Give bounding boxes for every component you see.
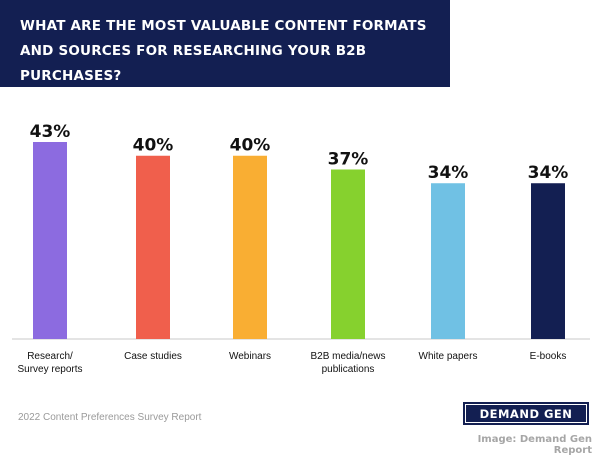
chart-title: WHAT ARE THE MOST VALUABLE CONTENT FORMA… xyxy=(20,18,427,84)
category-label-1-0: Case studies xyxy=(124,351,182,362)
value-label-4: 34% xyxy=(428,163,469,183)
value-label-2: 40% xyxy=(230,136,271,156)
category-label-2-0: Webinars xyxy=(229,351,271,362)
bar-0 xyxy=(33,142,67,339)
source-note: 2022 Content Preferences Survey Report xyxy=(18,412,202,423)
demand-gen-logo: DEMAND GEN xyxy=(463,402,589,425)
category-label-3-0: B2B media/news xyxy=(310,351,385,362)
bar-4 xyxy=(431,183,465,339)
value-label-5: 34% xyxy=(528,163,569,183)
image-credit: Image: Demand Gen Report xyxy=(477,434,592,456)
category-label-5-0: E-books xyxy=(530,351,567,362)
category-label-0-1: Survey reports xyxy=(17,364,82,375)
value-label-1: 40% xyxy=(133,136,174,156)
value-label-3: 37% xyxy=(328,149,369,169)
bar-3 xyxy=(331,169,365,339)
value-label-0: 43% xyxy=(30,122,71,142)
bar-2 xyxy=(233,155,267,339)
bars-group: 43% Research/Survey reports 40% Case studie… xyxy=(17,122,568,375)
category-label-4-0: White papers xyxy=(419,351,478,362)
title-banner: WHAT ARE THE MOST VALUABLE CONTENT FORMA… xyxy=(0,0,450,87)
bar-1 xyxy=(136,155,170,339)
bar-chart: 43% Research/Survey reports 40% Case studie… xyxy=(12,122,590,375)
category-label-3-1: publications xyxy=(322,364,375,375)
category-label-0-0: Research/ xyxy=(27,351,73,362)
logo-text: DEMAND GEN xyxy=(479,406,573,421)
bar-5 xyxy=(531,183,565,339)
